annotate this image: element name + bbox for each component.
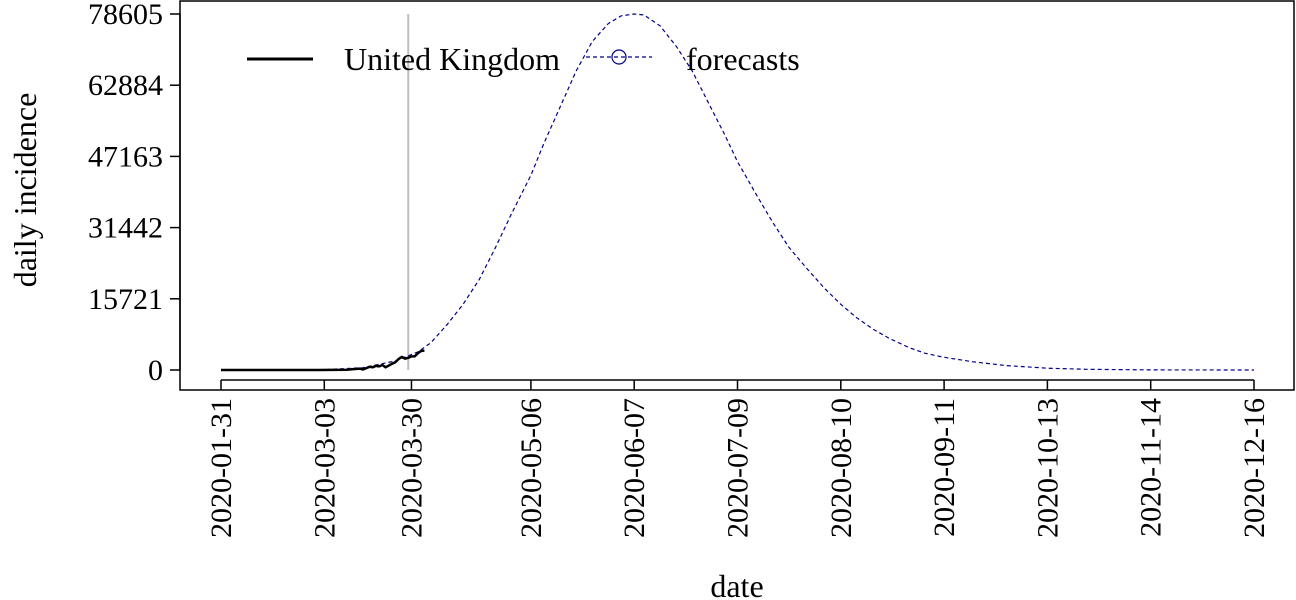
x-tick-label-1: 2020-03-03	[308, 398, 341, 538]
y-tick-label-3: 47163	[88, 140, 163, 173]
y-tick-label-1: 15721	[88, 283, 163, 316]
y-tick-label-2: 31442	[88, 212, 163, 245]
x-tick-label-0: 2020-01-31	[205, 398, 238, 538]
y-tick-label-5: 78605	[88, 0, 163, 31]
x-tick-label-3: 2020-05-06	[515, 398, 548, 538]
x-tick-label-6: 2020-08-10	[825, 398, 858, 538]
x-tick-label-9: 2020-11-14	[1135, 398, 1168, 537]
x-tick-label-5: 2020-07-09	[722, 398, 755, 538]
y-tick-label-4: 62884	[88, 69, 163, 102]
series-forecasts	[221, 13, 1255, 371]
x-axis-title: date	[710, 568, 763, 600]
y-axis-title: daily incidence	[7, 93, 43, 288]
x-tick-label-10: 2020-12-16	[1238, 398, 1271, 538]
x-tick-label-4: 2020-06-07	[618, 398, 651, 538]
legend-observed-label: United Kingdom	[344, 41, 560, 77]
legend-forecast-marker	[611, 49, 627, 65]
x-tick-label-8: 2020-10-13	[1031, 398, 1064, 538]
series-united-kingdom	[221, 349, 425, 372]
legend: United Kingdom forecasts	[247, 41, 800, 77]
x-tick-label-7: 2020-09-11	[928, 398, 961, 537]
y-tick-label-0: 0	[148, 354, 163, 387]
x-tick-label-2: 2020-03-30	[395, 398, 428, 538]
legend-forecast-label: forecasts	[686, 41, 800, 77]
